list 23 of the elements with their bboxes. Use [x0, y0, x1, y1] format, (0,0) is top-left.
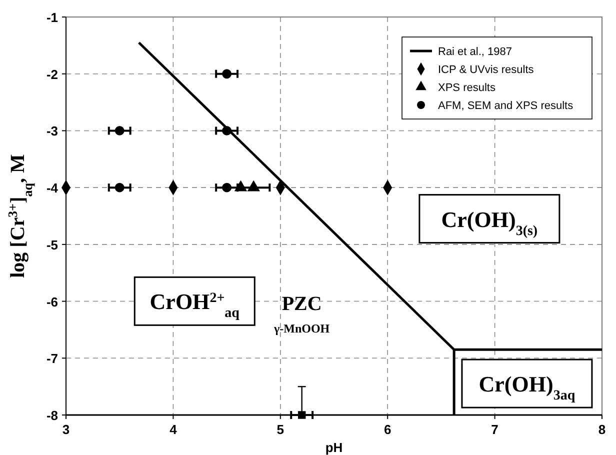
annotation: Cr(OH)$_{3(s)}$ [441, 206, 538, 238]
x-tick-label: 5 [276, 422, 284, 437]
y-tick-label: -5 [46, 237, 58, 252]
x-tick-label: 4 [170, 422, 178, 437]
annotation: γ-MnOOH [273, 322, 330, 336]
legend-label: AFM, SEM and XPS results [438, 100, 574, 112]
annotation: PZC [282, 292, 322, 315]
y-tick-label: -6 [46, 294, 58, 310]
x-tick-label: 3 [62, 422, 70, 437]
x-tick-label: 7 [491, 422, 498, 437]
annotation: Cr(OH)$_{3aq}$ [478, 372, 576, 404]
legend-label: Rai et al., 1987 [438, 46, 512, 58]
x-tick-label: 6 [384, 422, 392, 437]
x-axis-title: pH [325, 440, 343, 455]
y-tick-label: -3 [46, 124, 58, 139]
y-tick-label: -8 [46, 408, 58, 423]
y-tick-label: -1 [46, 10, 58, 25]
y-tick-label: -7 [46, 351, 58, 366]
legend-label: XPS results [438, 82, 496, 94]
y-tick-label: -2 [46, 66, 58, 82]
y-tick-label: -4 [46, 180, 59, 196]
x-tick-label: 8 [598, 422, 606, 437]
legend-label: ICP & UVvis results [438, 64, 534, 76]
